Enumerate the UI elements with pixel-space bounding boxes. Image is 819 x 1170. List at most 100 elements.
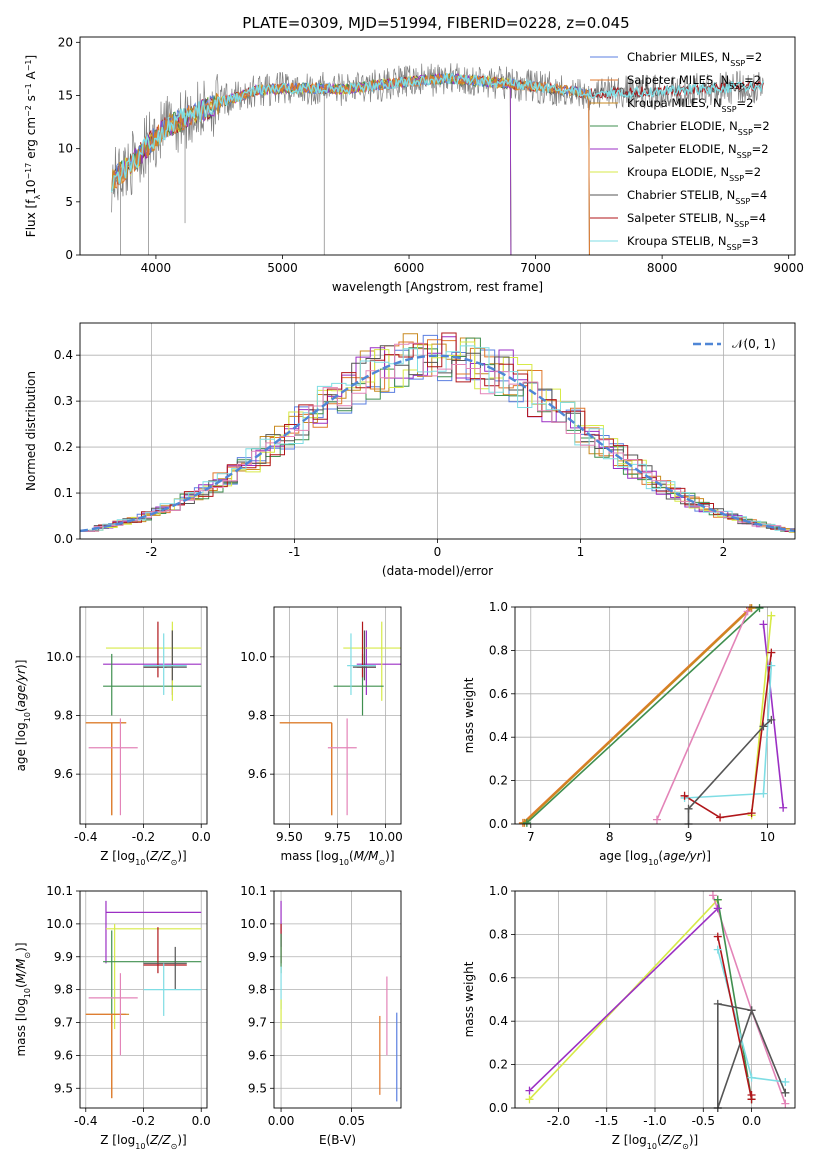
legend-label: 𝒩(0, 1) xyxy=(732,337,776,351)
xlabel-part: Z/Z xyxy=(149,1133,171,1147)
weight-vs-age-xlabel: age [log10(age/yr)] xyxy=(599,849,711,867)
weight-line xyxy=(528,907,719,1092)
legend-sub: SSP xyxy=(730,59,745,68)
age-vs-z-ylabel: age [log10(age/yr)] xyxy=(14,660,32,772)
weight-marker xyxy=(747,1073,756,1082)
weight-marker xyxy=(684,804,693,813)
legend-name: Chabrier STELIB, N xyxy=(627,188,735,202)
y-tick-label: 20 xyxy=(58,35,73,49)
y-tick-label: 10.0 xyxy=(240,650,267,664)
legend-count: =4 xyxy=(750,188,767,202)
ylabel-part: erg cm xyxy=(24,117,38,163)
legend-sub: SSP xyxy=(737,151,752,160)
ylabel-part: A xyxy=(24,70,38,83)
ylabel-part: −17 xyxy=(24,163,33,180)
y-tick-label: 10.0 xyxy=(46,917,73,931)
x-tick-label: 0.0 xyxy=(192,830,211,844)
residuals-ylabel: Normed distribution xyxy=(24,371,38,491)
xlabel-part: )] xyxy=(177,1133,186,1147)
x-tick-label: 9 xyxy=(685,830,693,844)
x-tick-label: 5000 xyxy=(267,261,298,275)
weight-marker xyxy=(713,895,722,904)
mass-vs-z-axes: -0.4 -0.2 0.0 9.5 9.6 9.7 9.8 9.9 10.0 10.1 xyxy=(46,884,210,1128)
y-tick-label: 10.0 xyxy=(240,917,267,931)
weight-marker xyxy=(743,607,752,616)
weight-marker xyxy=(779,803,788,812)
mass-vs-z-plot xyxy=(85,900,202,1099)
age-vs-z-plot xyxy=(85,621,202,816)
weight-marker xyxy=(767,648,776,657)
x-tick-label: 10.00 xyxy=(368,830,402,844)
weight-vs-age-ylabel: mass weight xyxy=(462,677,476,753)
legend-name: Salpeter MILES, N xyxy=(627,73,729,87)
legend-count: =2 xyxy=(745,50,762,64)
spectrum-plot xyxy=(110,63,765,255)
legend-sub: SSP xyxy=(727,243,742,252)
legend-count: =3 xyxy=(742,234,759,248)
y-tick-label: 9.5 xyxy=(54,1081,73,1095)
legend-label: Kroupa MILES, NSSP=2 xyxy=(627,96,753,114)
age-vs-z-frame xyxy=(79,606,208,825)
weight-marker xyxy=(781,1077,790,1086)
xlabel-part: 10 xyxy=(135,858,145,867)
y-tick-label: 0.4 xyxy=(54,348,73,362)
xlabel-part: ⊙ xyxy=(682,1142,689,1151)
weight-marker xyxy=(767,611,776,620)
weight-line xyxy=(522,607,751,824)
ylabel-part: 10 xyxy=(23,712,32,722)
xlabel-part: (data-model)/error xyxy=(382,564,493,578)
legend-name: Chabrier MILES, N xyxy=(627,50,730,64)
xlabel-part: 10 xyxy=(647,1142,657,1151)
xlabel-part: Z [log xyxy=(100,1133,135,1147)
xlabel-part: Z/Z xyxy=(149,849,171,863)
x-tick-label: -1 xyxy=(289,545,301,559)
weight-marker xyxy=(767,661,776,670)
legend-sub: SSP xyxy=(722,105,737,114)
legend-count: =2 xyxy=(744,165,761,179)
legend-count: =2 xyxy=(752,142,769,156)
age-vs-mass-axes: 9.50 9.75 10.00 9.6 9.8 10.0 xyxy=(240,607,403,844)
xlabel-part: ( xyxy=(145,849,150,863)
xlabel-part: )] xyxy=(689,1133,698,1147)
figure-title: PLATE=0309, MJD=51994, FIBERID=0228, z=0… xyxy=(242,14,629,32)
residuals-xlabel: (data-model)/error xyxy=(382,564,493,578)
model-line xyxy=(111,72,590,255)
y-tick-label: 15 xyxy=(58,88,73,102)
y-tick-label: 9.6 xyxy=(54,767,73,781)
ylabel-part: λ xyxy=(33,195,42,200)
age-vs-mass-xlabel: mass [log10(M/M⊙)] xyxy=(280,849,394,867)
weight-marker xyxy=(759,620,768,629)
y-tick-label: 5 xyxy=(65,195,73,209)
mass-vs-z-ylabel: mass [log10(M/M⊙)] xyxy=(14,942,32,1056)
y-tick-label: 9.9 xyxy=(54,950,73,964)
model-line xyxy=(111,72,590,255)
age-vs-z-axes: -0.4 -0.2 0.0 9.6 9.8 10.0 xyxy=(46,607,211,844)
weight-marker xyxy=(747,1090,756,1099)
weight-marker xyxy=(781,1099,790,1108)
ylabel-part: ⊙ xyxy=(23,952,32,959)
xlabel-part: )] xyxy=(177,849,186,863)
weight-marker xyxy=(767,715,776,724)
weight-marker xyxy=(680,791,689,800)
weight-marker xyxy=(525,1086,534,1095)
weight-marker xyxy=(781,1088,790,1097)
weight-vs-age-plot xyxy=(522,607,784,824)
legend-label: Salpeter STELIB, NSSP=4 xyxy=(627,211,766,229)
y-tick-label: 9.6 xyxy=(248,1048,267,1062)
xlabel-part: Z [log xyxy=(612,1133,647,1147)
spectrum-frame xyxy=(79,36,796,256)
y-tick-label: 0.0 xyxy=(489,817,508,831)
x-tick-label: -2.0 xyxy=(547,1114,570,1128)
xlabel-part: Z [log xyxy=(100,849,135,863)
spectrum-ylabel: Flux [fλ10−17 erg cm−2 s−1 A−1] xyxy=(24,55,42,237)
xlabel-part: ⊙ xyxy=(171,1142,178,1151)
x-tick-label: 10 xyxy=(760,830,775,844)
ylabel-part: ( xyxy=(14,707,28,712)
weight-marker xyxy=(747,809,756,818)
x-tick-label: -0.2 xyxy=(132,830,155,844)
weight-marker xyxy=(708,891,717,900)
x-tick-label: -0.4 xyxy=(74,830,97,844)
y-tick-label: 0.3 xyxy=(54,394,73,408)
y-tick-label: 9.9 xyxy=(248,950,267,964)
